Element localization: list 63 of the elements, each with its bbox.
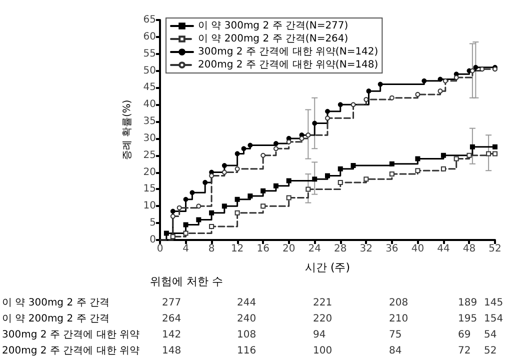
text: 72 — [458, 346, 471, 356]
y-tick-label: 45 — [143, 82, 156, 94]
legend-label: 200mg 2 주 간격에 대한 위약(N=148) — [198, 60, 378, 70]
x-tick-label: 44 — [437, 244, 450, 254]
y-tick-label: 50 — [143, 65, 156, 76]
text: 264 — [162, 314, 182, 324]
x-tick-label: 28 — [334, 244, 347, 254]
text: 300mg 2 주 간격에 대한 위약 — [2, 330, 140, 340]
text: 69 — [458, 330, 471, 340]
text: 이 약 200mg 2 주 간격 — [2, 314, 110, 324]
x-tick-label: 48 — [462, 244, 476, 254]
x-tick-label: 12 — [230, 244, 244, 254]
y-tick-label: 20 — [143, 166, 156, 178]
text: 94 — [313, 330, 326, 340]
x-tick-label: 0 — [156, 244, 164, 254]
x-tick-label: 4 — [182, 244, 189, 254]
y-tick-label: 0 — [150, 234, 156, 246]
text: 189 — [458, 298, 478, 308]
y-tick-label: 60 — [143, 31, 156, 42]
text: 208 — [389, 298, 408, 308]
y-tick-label: 10 — [143, 200, 156, 212]
text: 210 — [389, 314, 408, 324]
text: 240 — [237, 314, 256, 324]
text: 위험에 처한 수 — [150, 275, 223, 288]
text: 244 — [237, 298, 256, 308]
text: 195 — [458, 314, 478, 324]
legend-label: 이 약 300mg 2 주 간격(N=277) — [198, 20, 348, 32]
text: 75 — [389, 330, 402, 340]
x-tick-label: 16 — [256, 244, 270, 254]
x-tick-label: 52 — [488, 244, 502, 254]
y-tick-label: 25 — [143, 150, 156, 161]
y-tick-label: 55 — [143, 48, 156, 60]
text: 116 — [237, 346, 256, 356]
text: 154 — [484, 314, 504, 324]
x-tick-label: 32 — [360, 244, 373, 254]
text: 277 — [162, 298, 182, 308]
y-tick-label: 15 — [143, 184, 156, 195]
y-tick-label: 30 — [143, 132, 156, 144]
y-tick-label: 35 — [143, 116, 156, 128]
text: 142 — [162, 330, 182, 340]
x-tick-label: 24 — [308, 244, 321, 254]
x-axis-title: 시간 (주) — [304, 261, 350, 274]
text: 52 — [484, 346, 497, 356]
y-tick-label: 5 — [150, 218, 156, 229]
text: 이 약 300mg 2 주 간격 — [2, 298, 110, 308]
text: 220 — [313, 314, 332, 324]
text: 148 — [162, 346, 182, 356]
y-tick-label: 40 — [143, 99, 156, 110]
text: 108 — [237, 330, 256, 340]
text: 54 — [484, 330, 497, 340]
x-tick-label: 40 — [411, 244, 424, 254]
x-tick-label: 8 — [208, 244, 215, 254]
legend-label: 300mg 2 주 간격에 대한 위약(N=142) — [198, 46, 378, 58]
text: 221 — [313, 298, 332, 308]
text: 145 — [484, 298, 504, 308]
text: 84 — [389, 346, 402, 356]
x-tick-label: 20 — [282, 244, 296, 254]
legend-label: 이 약 200mg 2 주 간격(N=264) — [198, 34, 348, 44]
text: 200mg 2 주 간격에 대한 위약 — [2, 346, 140, 356]
y-tick-label: 65 — [143, 14, 156, 26]
y-axis-title: 증례 확률(%) — [122, 100, 133, 160]
x-tick-label: 36 — [386, 244, 398, 254]
text: 100 — [313, 346, 332, 356]
